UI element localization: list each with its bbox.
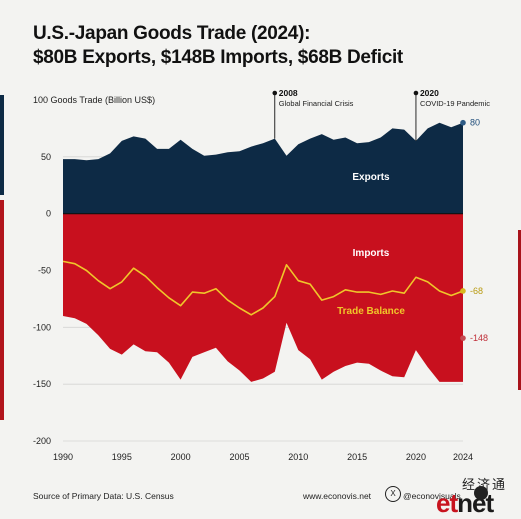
x-tick-label: 1990: [53, 452, 73, 462]
exports-end-label: 80: [470, 118, 480, 128]
annotation-dot: [413, 90, 419, 96]
balance-end-label: -68: [470, 286, 483, 296]
frame-right-band-red: [518, 230, 521, 390]
y-tick-label: 50: [41, 152, 51, 162]
y-tick-label: -100: [33, 322, 51, 332]
x-logo-icon: X: [385, 486, 401, 502]
chart-title-line2: $80B Exports, $148B Imports, $68B Defici…: [33, 47, 403, 68]
label-layer: Exports Imports Trade Balance 80 -68 -148: [337, 118, 488, 343]
watermark-chinese: 经济通: [462, 477, 508, 492]
y-axis-label: 100 Goods Trade (Billion US$): [33, 95, 155, 105]
line-layer: [62, 260, 464, 316]
watermark-logo: etnet: [436, 488, 494, 518]
balance-end-dot: [460, 288, 466, 294]
x-tick-label: 1995: [112, 452, 132, 462]
annotation-text: COVID-19 Pandemic: [420, 99, 490, 108]
y-tick-label: 0: [46, 209, 51, 219]
annotation-year: 2020: [420, 88, 439, 98]
imports-area: [63, 213, 463, 382]
watermark-logo-et: et: [436, 488, 458, 518]
imports-end-dot: [460, 335, 466, 341]
x-tick-label: 2020: [406, 452, 426, 462]
annotation-text: Global Financial Crisis: [279, 99, 354, 108]
chart-title: U.S.-Japan Goods Trade (2024): $80B Expo…: [33, 22, 403, 70]
footer-source: Source of Primary Data: U.S. Census: [33, 491, 174, 501]
x-tick-label: 2024: [453, 452, 473, 462]
exports-area: [63, 122, 463, 214]
annotation-dot: [272, 90, 278, 96]
exports-end-dot: [460, 119, 466, 126]
frame-left-band-red: [0, 200, 4, 420]
annotation-year: 2008: [279, 88, 298, 98]
imports-end-label: -148: [470, 333, 488, 343]
x-tick-label: 2005: [229, 452, 249, 462]
x-tick-label: 2010: [288, 452, 308, 462]
footer-handle[interactable]: @econovisuals: [403, 491, 461, 501]
x-tick-label: 2015: [347, 452, 367, 462]
trade-balance-line: [62, 260, 464, 316]
exports-series-label: Exports: [352, 172, 390, 183]
watermark-badge-icon: [474, 486, 488, 500]
footer-website[interactable]: www.econovis.net: [303, 491, 372, 501]
frame-left-band-navy: [0, 95, 4, 195]
chart-title-line1: U.S.-Japan Goods Trade (2024):: [33, 23, 311, 44]
area-layer: [63, 122, 463, 382]
balance-series-label: Trade Balance: [337, 306, 405, 317]
y-tick-label: -50: [38, 266, 51, 276]
imports-series-label: Imports: [353, 248, 390, 259]
y-tick-label: -200: [33, 436, 51, 446]
y-tick-label: -150: [33, 379, 51, 389]
x-tick-label: 2000: [171, 452, 191, 462]
